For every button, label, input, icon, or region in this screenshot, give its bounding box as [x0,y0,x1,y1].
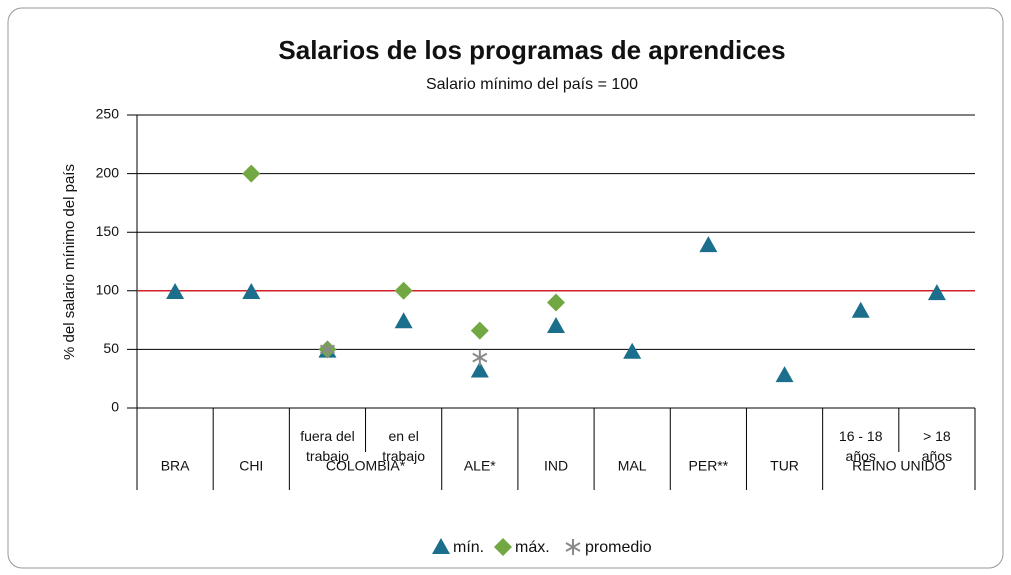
marker-triangle [927,284,946,301]
marker-asterisk [319,341,335,358]
marker-triangle [699,236,718,253]
marker-triangle [394,312,413,329]
legend-label: promedio [585,539,652,556]
marker-diamond [394,281,413,300]
x-group-label: PER** [689,458,729,474]
x-group-label: COLOMBIA* [326,458,406,474]
x-group-label: REINO UNIDO [852,458,945,474]
x-sub-label: > 18 años [922,428,952,464]
x-group-label: CHI [239,458,263,474]
y-tick-label: 150 [96,223,120,239]
frame [7,7,1004,569]
marker-triangle [775,366,794,383]
y-tick-label: 200 [96,164,120,180]
legend-label: mín. [453,539,484,556]
x-group-label: ALE* [464,458,496,474]
x-group-label: IND [544,458,568,474]
marker-triangle [166,282,185,299]
y-tick-label: 50 [103,340,119,356]
legend-marker [565,539,581,555]
chart-title: Salarios de los programas de aprendices [278,35,785,65]
marker-triangle [547,316,565,333]
y-tick-label: 250 [96,106,120,122]
y-axis-label: % del salario mínimo del país [61,164,78,360]
legend-marker [494,538,512,556]
y-tick-label: 100 [96,282,120,298]
legend-label: máx. [515,539,550,556]
x-group-label: MAL [618,458,647,474]
x-group-label: BRA [161,458,190,474]
marker-triangle [851,301,870,318]
marker-diamond [242,164,261,183]
x-sub-label: fuera del trabajo [300,428,354,464]
chart-subtitle: Salario mínimo del país = 100 [426,76,638,93]
marker-asterisk [472,349,488,366]
marker-diamond [547,293,565,312]
x-group-label: TUR [770,458,799,474]
marker-triangle [470,361,489,378]
x-sub-label: en el trabajo [382,428,425,464]
y-tick-label: 0 [111,399,119,415]
legend-marker [432,538,450,554]
marker-triangle [623,342,642,359]
marker-diamond [470,321,489,340]
marker-triangle [242,282,261,299]
x-sub-label: 16 - 18 años [839,428,883,464]
